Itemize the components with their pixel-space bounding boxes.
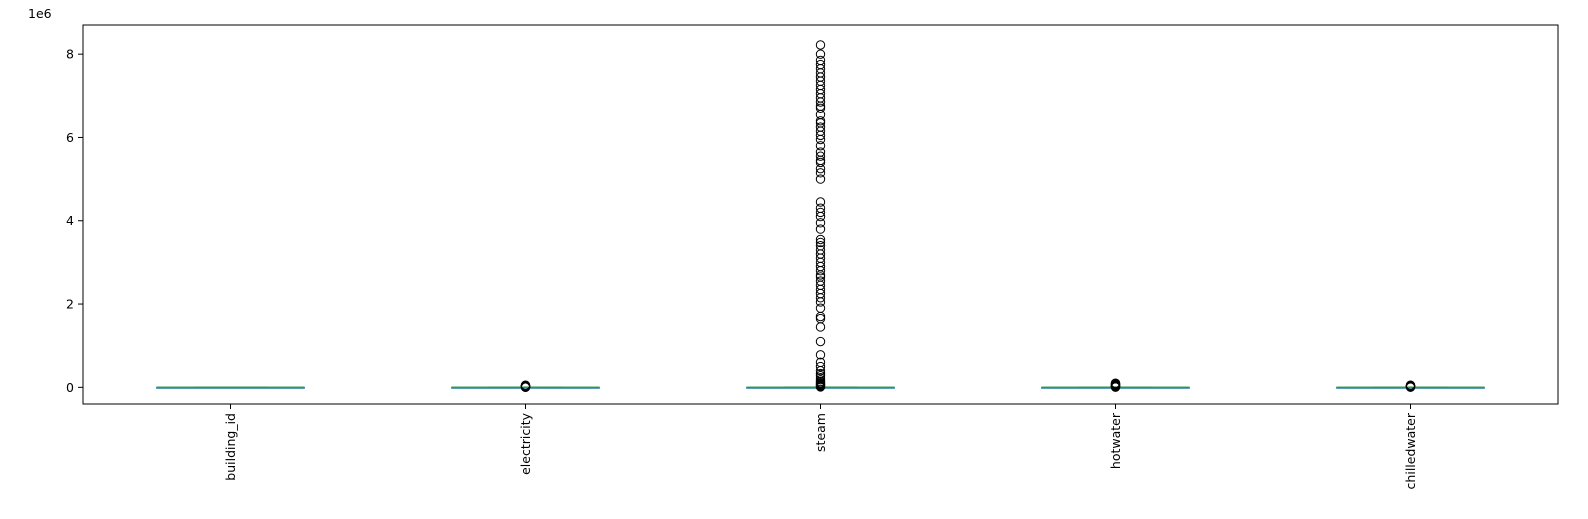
outlier-point	[815, 311, 826, 322]
y-axis-offset-label: 1e6	[28, 6, 52, 21]
outlier-point	[815, 151, 826, 161]
outlier-point	[815, 147, 826, 157]
plot-frame	[82, 24, 1559, 405]
box-hotwater	[1041, 378, 1190, 392]
outlier-point	[815, 174, 826, 184]
outlier-point	[815, 55, 826, 66]
x-tick-label: building_id	[223, 413, 238, 481]
outlier-point	[815, 313, 826, 324]
y-tick-label: 8	[66, 47, 74, 62]
box-building_id	[156, 386, 305, 389]
outlier-point	[1110, 378, 1121, 388]
outlier-point	[815, 203, 826, 213]
x-tick-label: electricity	[518, 412, 533, 474]
outlier-point	[815, 336, 826, 347]
outlier-point	[815, 357, 826, 368]
outlier-point	[815, 361, 826, 372]
box-steam	[746, 40, 895, 392]
outlier-point	[815, 322, 826, 332]
outlier-point	[815, 234, 826, 245]
outlier-point	[815, 40, 826, 50]
outlier-point	[815, 245, 826, 255]
outlier-point	[815, 122, 826, 132]
outlier-point	[815, 368, 826, 379]
x-axis: building_id electricity steam hotwater chill…	[223, 404, 1418, 489]
x-tick-label: hotwater	[1108, 412, 1123, 469]
x-tick-label: chilledwater	[1403, 412, 1418, 489]
outlier-point	[815, 218, 826, 228]
outlier-point	[520, 380, 531, 390]
outlier-point	[815, 168, 826, 178]
box-electricity	[451, 380, 600, 392]
outlier-point	[815, 116, 826, 126]
y-tick-label: 2	[66, 297, 74, 312]
outlier-point	[815, 303, 826, 313]
outlier-point	[815, 207, 826, 218]
outlier-point	[815, 49, 826, 59]
outlier-point	[815, 241, 826, 251]
outlier-point	[815, 59, 826, 70]
outlier-point	[815, 237, 826, 248]
plot-area	[156, 40, 1485, 392]
outlier-point	[1405, 380, 1416, 390]
box-chilledwater	[1336, 380, 1485, 392]
y-tick-label: 6	[66, 130, 74, 145]
y-tick-label: 4	[66, 213, 74, 228]
outlier-point	[815, 141, 826, 151]
outlier-point	[815, 224, 826, 234]
outlier-point	[815, 197, 826, 207]
outlier-point	[815, 276, 826, 286]
x-tick-label: steam	[813, 413, 828, 452]
y-tick-label: 0	[66, 380, 74, 395]
outlier-point	[815, 350, 826, 360]
y-axis: 0 2 4 6 8	[66, 47, 83, 395]
